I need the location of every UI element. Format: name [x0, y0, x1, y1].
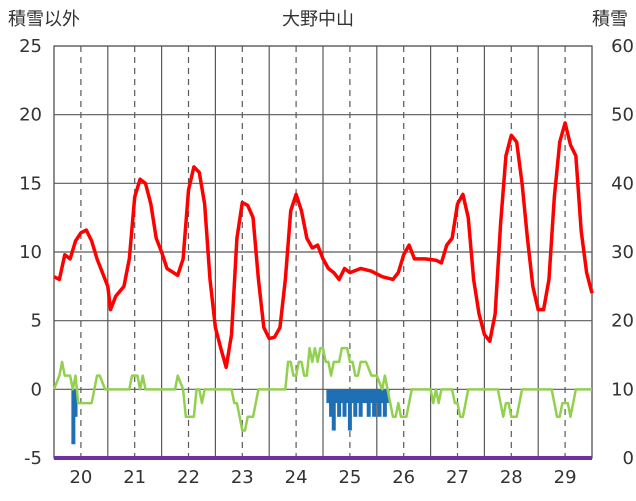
left-tick-label: 0	[31, 379, 42, 400]
precip-bar	[331, 389, 336, 431]
precip-bar	[337, 389, 342, 417]
grid-lines	[53, 45, 593, 459]
right-axis-label: 積雪	[592, 9, 628, 30]
precip-bar	[372, 389, 377, 417]
x-tick-label: 21	[123, 467, 146, 488]
right-tick-label: 60	[611, 36, 634, 57]
precip-bars	[71, 389, 390, 445]
precip-bar	[355, 389, 360, 404]
right-tick-label: 10	[611, 379, 634, 400]
precip-bar	[369, 389, 374, 404]
precip-bar	[353, 389, 358, 417]
precip-bar	[342, 389, 347, 417]
precip-bar	[350, 389, 355, 404]
precip-bar	[380, 389, 385, 404]
right-tick-label: 30	[611, 242, 634, 263]
x-tick-label: 23	[231, 467, 254, 488]
left-tick-label: 20	[19, 105, 42, 126]
precip-bar	[71, 389, 76, 445]
precip-bar	[347, 389, 352, 431]
x-tick-label: 27	[446, 467, 469, 488]
left-tick-label: 25	[19, 36, 42, 57]
x-tick-label: 29	[554, 467, 577, 488]
series-lines	[52, 121, 594, 460]
precip-bar	[361, 389, 366, 404]
precip-bar	[334, 389, 339, 404]
precip-bar	[358, 389, 363, 417]
left-tick-label: 15	[19, 173, 42, 194]
left-tick-label: -5	[24, 448, 42, 469]
right-tick-label: 20	[611, 311, 634, 332]
chart-title: 大野中山	[282, 9, 354, 30]
precip-bar	[73, 389, 78, 417]
precip-bar	[364, 389, 369, 404]
precip-bar	[329, 389, 334, 417]
precip-bar	[326, 389, 331, 404]
precip-bar	[385, 389, 390, 404]
x-tick-label: 22	[177, 467, 200, 488]
left-tick-label: 10	[19, 242, 42, 263]
precip-bar	[339, 389, 344, 404]
right-tick-label: 50	[611, 105, 634, 126]
x-tick-label: 24	[285, 467, 308, 488]
precip-bar	[366, 389, 371, 417]
x-tick-label: 28	[500, 467, 523, 488]
x-tick-label: 20	[69, 467, 92, 488]
x-tick-label: 25	[338, 467, 361, 488]
precip-bar	[382, 389, 387, 417]
left-tick-label: 5	[31, 311, 42, 332]
right-tick-label: 40	[611, 173, 634, 194]
wind-line	[52, 346, 592, 432]
right-tick-label: 0	[623, 448, 634, 469]
precip-bar	[345, 389, 350, 404]
left-axis-label: 積雪以外	[8, 9, 80, 30]
precip-bar	[377, 389, 382, 417]
temperature-line	[53, 121, 594, 370]
precip-bar	[374, 389, 379, 404]
x-tick-label: 26	[392, 467, 415, 488]
